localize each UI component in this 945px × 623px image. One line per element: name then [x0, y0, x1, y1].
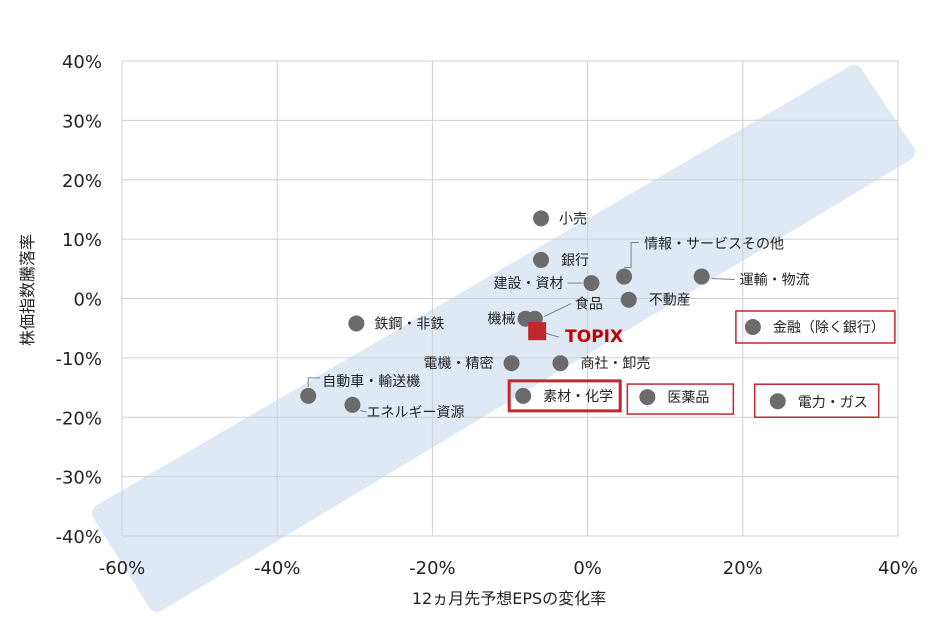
data-point: [533, 251, 550, 268]
point-label: 鉄鋼・非鉄: [374, 316, 444, 332]
y-tick-label: -40%: [55, 527, 102, 548]
leader-line: [543, 303, 572, 318]
point-label: 不動産: [649, 293, 691, 309]
leader-line: [307, 377, 321, 387]
data-point: [533, 210, 550, 227]
data-point: [552, 355, 569, 372]
data-point: [744, 319, 761, 335]
data-point: [620, 291, 637, 308]
point-label: エネルギー資源: [366, 405, 464, 421]
x-axis-title: 12ヵ月先予想EPSの変化率: [412, 589, 606, 608]
data-point: [515, 387, 532, 404]
leader-line: [360, 410, 367, 413]
highlight-box: [507, 379, 622, 413]
point-label: 銀行: [561, 253, 589, 269]
data-point: [348, 315, 365, 332]
point-label: 機械: [488, 312, 516, 328]
leader-line: [711, 278, 735, 281]
leader-line: [624, 242, 640, 269]
topix-marker: [528, 322, 547, 341]
data-point: [693, 268, 710, 285]
point-label: 商社・卸売: [580, 356, 650, 372]
data-point: [769, 393, 786, 410]
y-tick-label: 20%: [62, 171, 102, 192]
point-label: 建設・資材: [493, 276, 563, 292]
point-label: 小売: [559, 211, 587, 227]
highlight-box: [753, 383, 880, 418]
data-point: [639, 389, 656, 406]
y-axis-title: 株価指数騰落率: [18, 234, 37, 346]
point-label: 電機・精密: [424, 355, 494, 372]
x-tick-label: -60%: [99, 558, 146, 579]
data-point: [344, 396, 361, 413]
highlight-box: [626, 383, 735, 415]
data-point: [616, 268, 633, 285]
data-point: [300, 387, 317, 404]
data-point: [503, 355, 520, 372]
x-tick-label: -20%: [409, 558, 456, 579]
y-tick-label: 0%: [73, 290, 102, 311]
data-point: [583, 275, 600, 292]
x-tick-label: 40%: [878, 558, 918, 579]
point-label: 金融（除く銀行）: [773, 320, 885, 336]
trend-band: [92, 65, 915, 612]
y-tick-label: -10%: [55, 349, 102, 370]
point-label: 食品: [575, 296, 603, 313]
point-label: 情報・サービスその他: [644, 237, 784, 253]
y-tick-label: -30%: [55, 468, 102, 489]
y-tick-label: -20%: [55, 408, 102, 429]
point-label: 電力・ガス: [798, 395, 868, 411]
point-label: 医薬品: [667, 390, 709, 406]
point-label: 運輸・物流: [740, 273, 810, 289]
topix-label: TOPIX: [565, 327, 623, 347]
y-tick-label: 10%: [62, 230, 102, 251]
x-tick-label: 20%: [723, 558, 763, 579]
highlight-box: [735, 310, 896, 344]
x-tick-label: -40%: [254, 558, 301, 579]
y-tick-label: 40%: [62, 52, 102, 73]
point-label: 自動車・輸送機: [322, 373, 420, 390]
y-tick-label: 30%: [62, 111, 102, 132]
x-tick-label: 0%: [573, 558, 602, 579]
leader-line: [545, 332, 560, 338]
point-label: 素材・化学: [543, 389, 613, 405]
